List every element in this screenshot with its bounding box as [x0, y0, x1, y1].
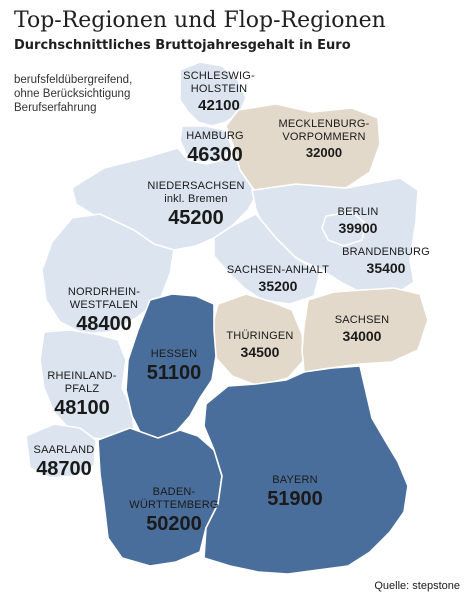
region-value: 35400 — [366, 260, 406, 276]
region-name: inkl. Bremen — [164, 193, 228, 205]
label-mecklenburg-vorpommern: MECKLENBURG- VORPOMMERN 32000 — [268, 118, 380, 160]
region-name: HOLSTEIN — [190, 83, 248, 95]
label-niedersachsen: NIEDERSACHSEN inkl. Bremen 45200 — [146, 180, 246, 229]
region-name: BADEN- — [152, 486, 196, 498]
label-hessen: HESSEN 51100 — [138, 348, 210, 384]
label-sachsen-anhalt: SACHSEN-ANHALT 35200 — [226, 264, 330, 294]
region-name: NIEDERSACHSEN — [147, 180, 245, 192]
note-line: Berufserfahrung — [14, 102, 97, 114]
region-sachsen — [301, 287, 429, 373]
source-credit: Quelle: stepstone — [374, 580, 460, 592]
label-thueringen: THÜRINGEN 34500 — [222, 330, 298, 360]
region-name: RHEINLAND- — [47, 370, 117, 382]
label-rheinland-pfalz: RHEINLAND- PFALZ 48100 — [42, 370, 122, 419]
region-value: 34500 — [240, 344, 280, 360]
region-name: VORPOMMERN — [282, 131, 366, 143]
region-value: 50200 — [146, 513, 202, 535]
page-subtitle: Durchschnittliches Bruttojahresgehalt in… — [14, 38, 351, 53]
region-name: MECKLENBURG- — [278, 118, 370, 130]
label-hamburg: HAMBURG 46300 — [180, 130, 250, 166]
region-saarland — [25, 423, 97, 479]
label-nordrhein-westfalen: NORDRHEIN- WESTFALEN 48400 — [62, 286, 146, 335]
region-name: SACHSEN — [334, 314, 390, 326]
region-name: HESSEN — [150, 348, 198, 360]
region-hessen — [125, 293, 217, 439]
label-bayern: BAYERN 51900 — [258, 474, 332, 510]
region-name: HAMBURG — [186, 130, 244, 142]
region-value: 39900 — [338, 220, 378, 236]
region-name: THÜRINGEN — [226, 330, 294, 342]
page-title: Top-Regionen und Flop-Regionen — [14, 8, 386, 33]
region-value: 34000 — [342, 328, 382, 344]
region-name: SCHLESWIG- — [183, 70, 255, 82]
region-berlin — [321, 211, 367, 247]
region-value: 51100 — [146, 362, 202, 384]
region-value: 48100 — [54, 397, 110, 419]
label-baden-wuerttemberg: BADEN- WÜRTTEMBERG 50200 — [126, 486, 222, 535]
region-value: 42100 — [198, 97, 240, 114]
methodology-note: berufsfeldübergreifend, ohne Berücksicht… — [14, 73, 164, 115]
region-value: 51900 — [267, 488, 323, 510]
region-name: WESTFALEN — [69, 299, 139, 311]
note-line: ohne Berücksichtigung — [14, 88, 131, 100]
region-value: 48700 — [36, 458, 92, 480]
region-name: BRANDENBURG — [342, 246, 430, 258]
region-name: BERLIN — [337, 206, 379, 218]
region-bayern — [203, 365, 409, 575]
region-value: 46300 — [187, 144, 243, 166]
region-value: 32000 — [305, 145, 343, 160]
label-saarland: SAARLAND 48700 — [24, 444, 104, 480]
label-brandenburg: BRANDENBURG 35400 — [338, 246, 434, 276]
label-berlin: BERLIN 39900 — [330, 206, 386, 236]
region-value: 45200 — [168, 207, 224, 229]
region-value: 35200 — [258, 278, 298, 294]
region-mecklenburg-vorpommern — [225, 103, 381, 191]
region-value: 48400 — [76, 313, 132, 335]
note-line: berufsfeldübergreifend, — [14, 74, 133, 86]
region-name: WÜRTTEMBERG — [129, 499, 219, 511]
label-schleswig-holstein: SCHLESWIG- HOLSTEIN 42100 — [178, 70, 260, 114]
label-sachsen: SACHSEN 34000 — [328, 314, 396, 344]
region-name: SACHSEN-ANHALT — [226, 264, 330, 276]
region-name: PFALZ — [64, 383, 100, 395]
region-sachsen-anhalt — [213, 213, 321, 305]
region-name: BAYERN — [272, 474, 318, 486]
region-name: SAARLAND — [33, 444, 95, 456]
region-name: NORDRHEIN- — [67, 286, 141, 298]
